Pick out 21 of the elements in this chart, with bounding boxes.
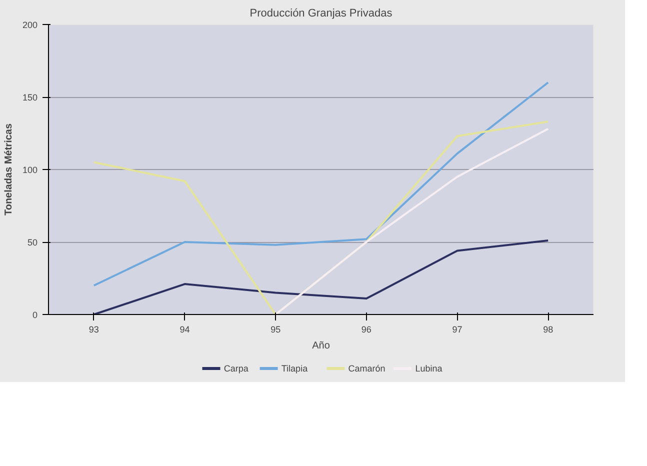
line-series [92,240,550,314]
legend-label: Tilapia [281,364,308,374]
y-tick-label: 100 [22,165,38,175]
x-tick-label: 96 [361,324,372,334]
legend-label: Carpa [224,364,248,374]
y-axis-title: Toneladas Métricas [3,123,14,216]
x-tick-label: 97 [452,324,462,334]
x-tick-label: 93 [88,324,99,334]
y-tick-label: 50 [27,238,38,248]
x-axis-title: Año [312,340,330,352]
line-series [92,82,550,286]
x-tick-label: 98 [543,324,554,334]
y-tick-label: 200 [22,20,38,30]
x-tick-label: 94 [180,324,190,334]
y-tick-label: 150 [22,92,38,102]
line-series [274,128,550,314]
x-tick-label: 95 [270,324,281,334]
chart-title: Producción Granjas Privadas [250,8,393,20]
legend-label: Lubina [415,364,442,374]
legend-label: Camarón [348,364,386,374]
y-tick-label: 0 [32,310,38,320]
